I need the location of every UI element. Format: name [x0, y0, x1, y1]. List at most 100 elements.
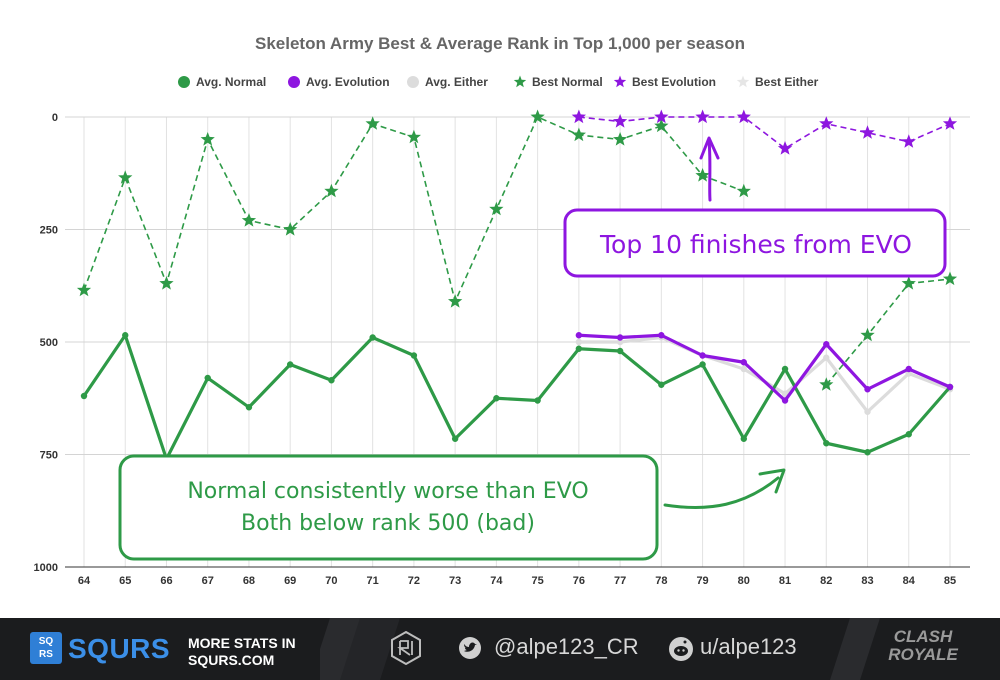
- data-point-star: [406, 129, 421, 144]
- legend-label: Avg. Evolution: [306, 75, 390, 89]
- legend-item: Best Normal: [513, 75, 603, 89]
- reddit-handle[interactable]: u/alpe123: [700, 634, 797, 659]
- data-point: [616, 347, 624, 355]
- data-point-star: [448, 294, 463, 308]
- data-point: [946, 383, 954, 391]
- data-point-star: [942, 116, 958, 130]
- data-point: [204, 374, 211, 382]
- data-point: [823, 440, 830, 447]
- y-tick-label: 1000: [34, 562, 58, 574]
- x-axis: 64 65 66 67 68 69 70 71 72 73 74 75 76 77 78 79 80 81 82 83…: [65, 566, 970, 587]
- data-point-star: [571, 127, 586, 142]
- data-point: [575, 332, 583, 339]
- x-tick-label: 66: [160, 575, 172, 587]
- x-tick-label: 78: [655, 575, 667, 587]
- series-best-normal: [76, 109, 958, 391]
- series-line: [578, 116, 951, 150]
- annotation-evo: Top 10 finishes from EVO: [563, 136, 947, 278]
- x-tick-label: 70: [325, 575, 337, 587]
- data-point-star: [860, 327, 875, 342]
- data-point-star: [324, 183, 339, 198]
- series-avg-evolution: [575, 332, 954, 404]
- footer-divider-stripe: [830, 618, 880, 680]
- data-point: [905, 365, 912, 373]
- series-line: [578, 333, 951, 403]
- reddit-icon: [669, 637, 693, 661]
- annotation-normal-line1: Normal consistently worse than EVO: [187, 479, 588, 504]
- x-tick-label: 75: [531, 575, 543, 587]
- x-tick-label: 79: [696, 575, 708, 587]
- squrs-badge-line1: SQ: [38, 636, 54, 647]
- data-point-star: [365, 116, 380, 130]
- data-point-star: [489, 201, 504, 216]
- chart-title: Skeleton Army Best & Average Rank in Top…: [255, 34, 745, 53]
- data-point-star: [613, 132, 628, 146]
- legend-item: Avg. Evolution: [288, 75, 390, 89]
- data-point-star: [777, 141, 793, 155]
- legend: Avg. Normal Avg. Evolution Avg. Either Best…: [178, 75, 819, 89]
- data-point-star: [613, 114, 628, 128]
- data-point-star: [530, 109, 545, 124]
- data-point: [864, 449, 871, 456]
- data-point-star: [654, 118, 669, 133]
- x-tick-label: 77: [614, 575, 626, 587]
- twitter-handle[interactable]: @alpe123_CR: [494, 634, 639, 659]
- data-point-star: [283, 222, 298, 236]
- data-point: [740, 359, 748, 366]
- legend-circle-icon: [407, 76, 419, 88]
- clash-royale-logo: CLASH ROYALE: [868, 628, 978, 664]
- more-stats-line2[interactable]: SQURS.COM: [188, 652, 275, 668]
- x-tick-label: 84: [903, 575, 916, 587]
- data-point-star: [200, 132, 215, 146]
- x-tick-label: 71: [367, 575, 379, 587]
- data-point: [451, 435, 459, 442]
- annotation-arrow-shaft: [707, 138, 712, 202]
- data-point: [905, 431, 912, 438]
- data-point: [575, 345, 583, 352]
- data-point-star: [819, 116, 834, 130]
- y-tick-label: 250: [40, 225, 58, 237]
- legend-item: Best Either: [736, 75, 819, 89]
- x-tick-label: 81: [779, 575, 791, 587]
- data-point-star: [571, 109, 586, 124]
- data-point: [328, 377, 335, 384]
- x-tick-label: 82: [820, 575, 832, 587]
- x-tick-label: 67: [202, 575, 214, 587]
- data-point-star: [695, 109, 710, 124]
- series-avg-normal: [80, 332, 954, 463]
- legend-item: Avg. Either: [407, 75, 488, 89]
- legend-label: Best Evolution: [632, 75, 716, 89]
- x-tick-label: 69: [284, 575, 296, 587]
- data-point: [245, 404, 253, 411]
- legend-circle-icon: [178, 76, 190, 88]
- annotation-normal-line2: Both below rank 500 (bad): [241, 511, 535, 536]
- series-best-evolution: [571, 109, 958, 155]
- data-point: [616, 334, 624, 341]
- x-tick-label: 65: [119, 575, 131, 587]
- annotation-arrow-shaft: [663, 476, 780, 510]
- data-point: [410, 352, 418, 359]
- data-point-star: [901, 276, 916, 290]
- twitter-icon: [459, 637, 481, 659]
- data-point-star: [736, 183, 751, 198]
- x-tick-label: 68: [243, 575, 255, 587]
- data-point-star: [819, 377, 834, 391]
- more-stats-line1: MORE STATS IN: [188, 635, 296, 651]
- footer-bar: SQ RS SQURS MORE STATS IN SQURS.COM @alp…: [0, 618, 1000, 680]
- x-tick-label: 85: [944, 575, 956, 587]
- data-point: [781, 390, 789, 397]
- annotation-evo-text: Top 10 finishes from EVO: [599, 230, 912, 259]
- data-point-star: [654, 109, 669, 124]
- data-point: [493, 395, 500, 402]
- data-point-star: [118, 170, 133, 184]
- legend-label: Best Normal: [532, 75, 603, 89]
- y-axis: 0 250 500 750 1000: [34, 112, 58, 574]
- data-point: [286, 361, 294, 368]
- legend-star-icon: [736, 75, 750, 88]
- brand-name: SQURS: [68, 633, 171, 664]
- annotation-evo-box: [563, 208, 947, 278]
- data-point: [864, 408, 871, 415]
- data-point-star: [241, 213, 257, 227]
- x-tick-label: 76: [573, 575, 585, 587]
- squrs-logo-icon: SQ RS: [30, 632, 62, 664]
